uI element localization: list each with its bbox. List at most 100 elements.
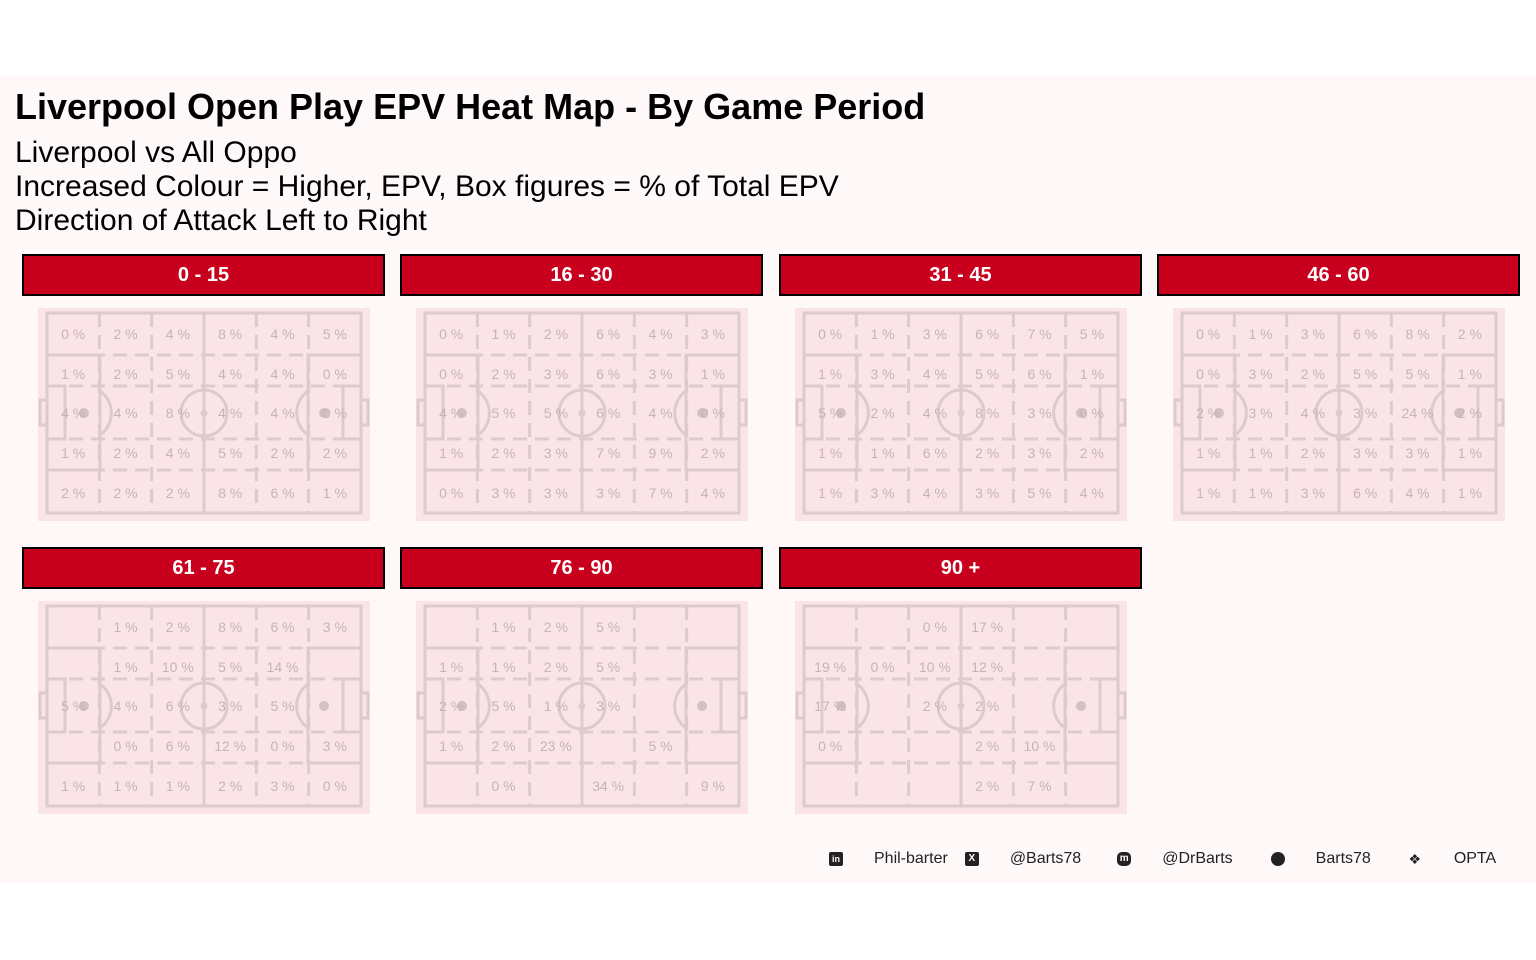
zone-percentage-label: 2 %: [1080, 445, 1104, 461]
goal: [38, 398, 49, 427]
zone-percentage-label: 0 %: [113, 738, 137, 754]
zone-percentage-label: 4 %: [701, 485, 725, 501]
zone-percentage-label: 3 %: [544, 445, 568, 461]
zone-percentage-label: 1 %: [1196, 445, 1220, 461]
centre-circle: [557, 388, 607, 438]
zone-percentage-label: 6 %: [270, 619, 294, 635]
zone-percentage-label: 2 %: [701, 445, 725, 461]
zone-percentage-label: 2 %: [166, 485, 190, 501]
zone-percentage-label: 3 %: [923, 326, 947, 342]
zone-percentage-label: 34 %: [592, 778, 624, 794]
zone-percentage-label: 1 %: [491, 659, 515, 675]
zone-percentage-label: 3 %: [1301, 326, 1325, 342]
zone-percentage-label: 10 %: [919, 659, 951, 675]
pitch-heatmap: 0 % 1 % 3 % 6 % 7 % 5 % 1 % 3 % 4 % 5 % 6 % 1 % 5 % 2…: [795, 308, 1127, 521]
zone-percentage-label: 5 %: [1405, 366, 1429, 382]
zone-percentage-label: 0 %: [870, 659, 894, 675]
penalty-arc: [99, 682, 113, 730]
zone-percentage-label: 9 %: [701, 778, 725, 794]
goal: [1116, 691, 1127, 720]
penalty-arc: [673, 389, 687, 437]
zone-percentage-label: 1 %: [113, 659, 137, 675]
zone-percentage-label: 24 %: [1402, 405, 1434, 421]
zone-percentage-label: 1 %: [61, 366, 85, 382]
pitch-heatmap: 0 % 17 % 19 % 0 % 10 % 12 % 17 % 2 % 2 % 0 % 2 % 10…: [795, 601, 1127, 814]
centre-circle: [1314, 388, 1364, 438]
zone-percentage-label: 4 %: [923, 405, 947, 421]
zone-percentage-label: 6 %: [1353, 326, 1377, 342]
zone-percentage-label: 2 %: [975, 445, 999, 461]
zone-percentage-label: 4 %: [270, 405, 294, 421]
zone-percentage-label: 6 %: [1027, 366, 1051, 382]
zone-percentage-label: 1 %: [870, 445, 894, 461]
penalty-arc: [856, 389, 870, 437]
zone-percentage-label: 0 %: [491, 778, 515, 794]
zone-percentage-label: 2 %: [218, 778, 242, 794]
zone-percentage-label: 5 %: [270, 698, 294, 714]
zone-percentage-label: 0 %: [1196, 366, 1220, 382]
zone-percentage-label: 3 %: [544, 366, 568, 382]
zone-percentage-label: 5 %: [218, 659, 242, 675]
zone-percentage-label: 0 %: [323, 366, 347, 382]
zone-percentage-label: 6 %: [975, 326, 999, 342]
zone-percentage-label: 14 %: [267, 659, 299, 675]
zone-percentage-label: 4 %: [923, 485, 947, 501]
goal: [359, 398, 370, 427]
zone-percentage-label: 2 %: [61, 485, 85, 501]
zone-percentage-label: 5 %: [975, 366, 999, 382]
zone-percentage-label: 4 %: [923, 366, 947, 382]
zone-percentage-label: 5 %: [491, 698, 515, 714]
zone-percentage-label: 4 %: [166, 326, 190, 342]
penalty-spot: [319, 408, 329, 418]
facet-strip: 61 - 75: [22, 547, 385, 589]
zone-percentage-label: 4 %: [648, 326, 672, 342]
goal: [1494, 398, 1505, 427]
centre-circle: [179, 388, 229, 438]
centre-spot: [957, 409, 965, 417]
zone-percentage-label: 6 %: [596, 366, 620, 382]
facet-strip: 90 +: [779, 547, 1142, 589]
zone-percentage-label: 2 %: [1458, 405, 1482, 421]
zone-percentage-label: 3 %: [1353, 445, 1377, 461]
goal: [38, 691, 49, 720]
zone-percentage-label: 0 %: [439, 366, 463, 382]
zone-percentage-label: 5 %: [323, 326, 347, 342]
zone-percentage-label: 1 %: [1248, 485, 1272, 501]
zone-percentage-label: 4 %: [270, 326, 294, 342]
goal: [1173, 398, 1184, 427]
penalty-spot: [836, 408, 846, 418]
zone-percentage-label: 6 %: [1353, 485, 1377, 501]
zone-percentage-label: 0 %: [701, 405, 725, 421]
centre-spot: [957, 702, 965, 710]
centre-spot: [200, 702, 208, 710]
penalty-arc: [477, 682, 491, 730]
zone-percentage-label: 4 %: [113, 698, 137, 714]
zone-percentage-label: 1 %: [439, 738, 463, 754]
zone-percentage-label: 6 %: [596, 405, 620, 421]
zone-percentage-label: 17 %: [814, 698, 846, 714]
footer-github-label: Barts78: [1315, 850, 1371, 867]
penalty-arc: [477, 389, 491, 437]
zone-percentage-label: 3 %: [870, 485, 894, 501]
zone-percentage-label: 3 %: [1027, 445, 1051, 461]
x-twitter-icon: X: [964, 852, 979, 866]
penalty-spot: [697, 408, 707, 418]
zone-percentage-label: 1 %: [818, 366, 842, 382]
dropbox-icon: ❖: [1408, 851, 1422, 867]
penalty-arc: [673, 682, 687, 730]
zone-percentage-label: 1 %: [323, 485, 347, 501]
penalty-spot: [836, 701, 846, 711]
penalty-spot: [457, 408, 467, 418]
zone-percentage-label: 8 %: [218, 485, 242, 501]
pitch-heatmap: 0 % 1 % 3 % 6 % 8 % 2 % 0 % 3 % 2 % 5 % 5 % 1 % 2 % 3…: [1173, 308, 1505, 521]
zone-percentage-label: 5 %: [544, 405, 568, 421]
zone-percentage-label: 0 %: [923, 619, 947, 635]
zone-percentage-label: 3 %: [648, 366, 672, 382]
zone-percentage-label: 0 %: [323, 778, 347, 794]
zone-percentage-label: 1 %: [1248, 445, 1272, 461]
zone-percentage-label: 3 %: [218, 698, 242, 714]
footer-source-label: OPTA: [1453, 850, 1497, 867]
zone-percentage-label: 4 %: [61, 405, 85, 421]
zone-percentage-label: 2 %: [544, 659, 568, 675]
zone-percentage-label: 3 %: [596, 485, 620, 501]
